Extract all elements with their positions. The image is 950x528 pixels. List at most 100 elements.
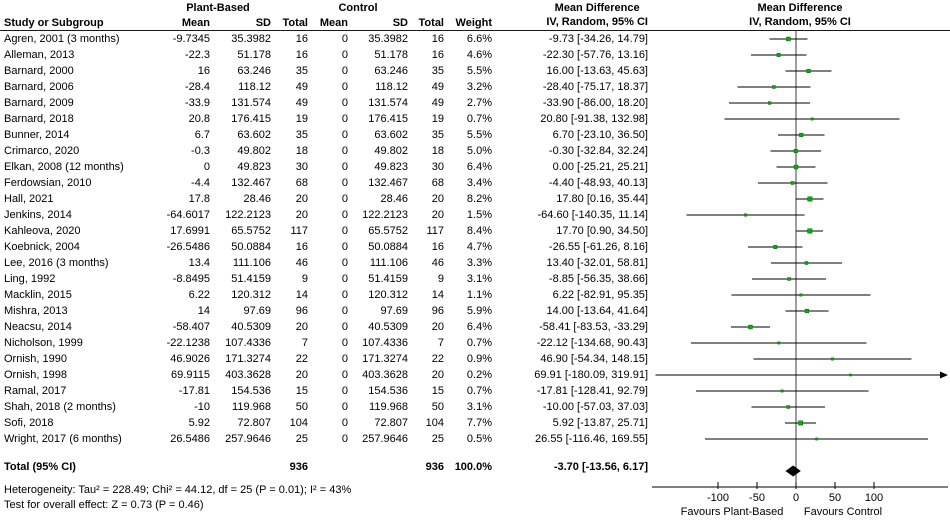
ci-text-value: 14.00 [-13.64, 41.64] <box>546 305 648 317</box>
control-total-value: 49 <box>431 97 444 109</box>
ci-text-value: -64.60 [-140.35, 11.14] <box>537 209 649 221</box>
plant-total-value: 9 <box>301 273 308 285</box>
plant-total-value: 20 <box>295 321 308 333</box>
ci-text-value: 5.92 [-13.87, 25.71] <box>552 417 648 429</box>
control-total-value: 20 <box>431 209 444 221</box>
col-header-study: Study or Subgroup <box>4 17 104 29</box>
study-label: Ramal, 2017 <box>4 385 67 397</box>
effect-marker <box>786 36 791 42</box>
effect-marker <box>767 101 772 105</box>
plant-sd-value: 257.9646 <box>225 433 271 445</box>
forest-graph-panel: -100 -50 0 50 100 Favours Plant-Based Favours … <box>650 31 950 528</box>
control-total-value: 50 <box>431 401 444 413</box>
study-row: Mishra, 2013 14 97.69 96 0 97.69 96 5.9%… <box>0 303 648 319</box>
plant-sd-value: 122.2123 <box>225 209 271 221</box>
plant-total-value: 20 <box>295 193 308 205</box>
effect-marker <box>831 357 834 361</box>
total-n-control: 936 <box>425 461 444 473</box>
control-sd-value: 176.415 <box>368 113 408 125</box>
control-total-value: 25 <box>431 433 444 445</box>
control-sd-value: 122.2123 <box>362 209 408 221</box>
control-mean-value: 0 <box>341 257 348 269</box>
plant-total-value: 22 <box>295 353 308 365</box>
ci-text-value: -26.55 [-61.26, 8.16] <box>548 241 648 253</box>
control-sd-value: 111.106 <box>369 257 408 269</box>
plant-mean-value: 14 <box>197 305 210 317</box>
plant-mean-value: 20.8 <box>188 113 210 125</box>
effect-marker <box>799 132 804 138</box>
study-label: Ornish, 1998 <box>4 369 67 381</box>
control-mean-value: 0 <box>341 65 348 77</box>
col-header-plant-total: Total <box>282 17 308 29</box>
plant-mean-value: 6.7 <box>194 129 210 141</box>
study-row: Alleman, 2013 -22.3 51.178 16 0 51.178 1… <box>0 47 648 63</box>
study-label: Lee, 2016 (3 months) <box>4 257 109 269</box>
study-label: Barnard, 2006 <box>4 81 74 93</box>
study-label: Wright, 2017 (6 months) <box>4 433 122 445</box>
plant-total-value: 16 <box>295 241 308 253</box>
study-row: Sofi, 2018 5.92 72.807 104 0 72.807 104 … <box>0 415 648 431</box>
control-total-value: 68 <box>431 177 444 189</box>
plant-mean-value: -0.3 <box>191 145 210 157</box>
control-total-value: 18 <box>431 145 444 157</box>
effect-marker <box>799 293 803 297</box>
ci-text-value: 17.70 [0.90, 34.50] <box>556 225 648 237</box>
study-row: Shah, 2018 (2 months) -10 119.968 50 0 1… <box>0 399 648 415</box>
plant-mean-value: -26.5486 <box>166 241 210 253</box>
study-label: Alleman, 2013 <box>4 49 75 61</box>
plant-total-value: 19 <box>295 113 308 125</box>
effect-marker <box>744 213 748 217</box>
plant-mean-value: 5.92 <box>188 417 210 429</box>
control-mean-value: 0 <box>341 113 348 125</box>
effect-marker <box>793 149 798 153</box>
favours-right-label: Favours Control <box>804 506 882 518</box>
control-total-value: 9 <box>437 273 444 285</box>
control-mean-value: 0 <box>341 193 348 205</box>
control-sd-value: 72.807 <box>374 417 408 429</box>
plant-mean-value: 16 <box>197 65 210 77</box>
study-row: Nicholson, 1999 -22.1238 107.4336 7 0 10… <box>0 335 648 351</box>
ci-text-value: 13.40 [-32.01, 58.81] <box>546 257 648 269</box>
plant-total-value: 49 <box>295 81 308 93</box>
axis-tick-label: -100 <box>707 492 729 504</box>
weight-value: 7.7% <box>466 417 492 429</box>
control-mean-value: 0 <box>341 241 348 253</box>
plant-mean-value: -33.9 <box>184 97 210 109</box>
effect-marker <box>798 420 803 426</box>
total-weight: 100.0% <box>454 461 492 473</box>
weight-value: 0.7% <box>466 113 492 125</box>
weight-value: 8.2% <box>466 193 492 205</box>
effect-marker <box>810 117 814 121</box>
control-total-value: 35 <box>431 65 444 77</box>
plant-sd-value: 49.802 <box>237 145 271 157</box>
ci-text-value: 16.00 [-13.63, 45.63] <box>546 65 648 77</box>
weight-value: 6.6% <box>466 33 492 45</box>
effect-marker <box>793 164 799 170</box>
control-sd-value: 120.312 <box>368 289 408 301</box>
control-mean-value: 0 <box>341 337 348 349</box>
study-label: Crimarco, 2020 <box>4 145 80 157</box>
study-row: Ling, 1992 -8.8495 51.4159 9 0 51.4159 9… <box>0 271 648 287</box>
md-subtitle: IV, Random, 95% CI <box>546 16 648 28</box>
control-total-value: 14 <box>431 289 444 301</box>
plant-total-value: 16 <box>295 33 308 45</box>
plant-total-value: 18 <box>295 145 308 157</box>
plant-sd-value: 97.69 <box>243 305 271 317</box>
overall-effect-note: Test for overall effect: Z = 0.73 (P = 0… <box>4 499 204 511</box>
plant-mean-value: -22.3 <box>184 49 210 61</box>
control-total-value: 15 <box>431 385 444 397</box>
plant-total-value: 14 <box>295 289 308 301</box>
study-row: Hall, 2021 17.8 28.46 20 0 28.46 20 8.2%… <box>0 191 648 207</box>
control-sd-value: 132.467 <box>368 177 408 189</box>
weight-value: 0.2% <box>466 369 492 381</box>
column-header-row: Study or Subgroup Mean SD Total Mean SD … <box>0 15 648 31</box>
ci-text-value: 6.22 [-82.91, 95.35] <box>552 289 648 301</box>
ci-text-value: -33.90 [-86.00, 18.20] <box>542 97 648 109</box>
study-label: Koebnick, 2004 <box>4 241 80 253</box>
plant-sd-value: 403.3628 <box>225 369 271 381</box>
plant-sd-value: 132.467 <box>231 177 271 189</box>
favours-left-label: Favours Plant-Based <box>681 506 784 518</box>
ci-text-value: -9.73 [-34.26, 14.79] <box>548 33 648 45</box>
control-sd-value: 257.9646 <box>362 433 408 445</box>
study-label: Hall, 2021 <box>4 193 54 205</box>
